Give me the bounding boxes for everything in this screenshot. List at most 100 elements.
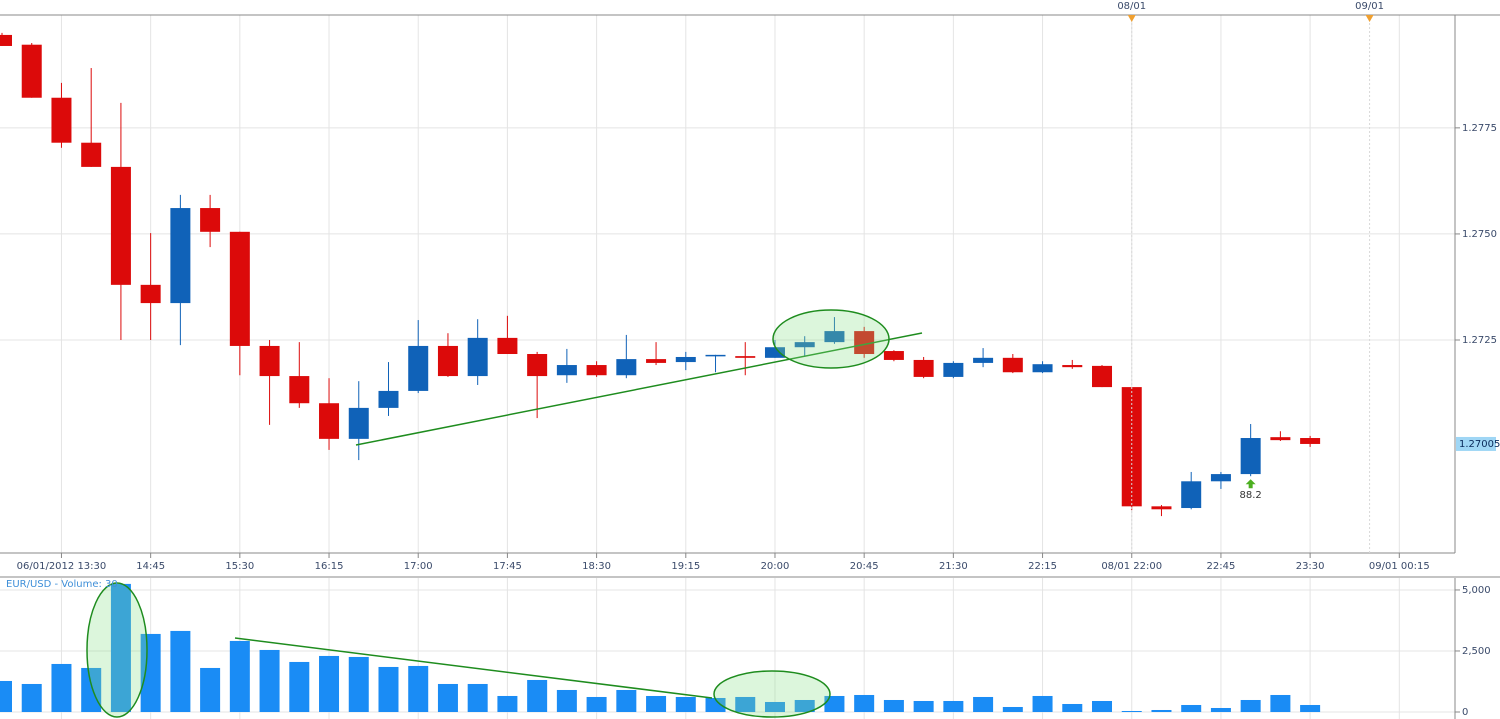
volume-bar (170, 630, 191, 712)
candle-body (824, 331, 845, 343)
y-tick-label: 1.2725 (1462, 335, 1497, 346)
candle-body (943, 362, 964, 377)
candle-body (794, 342, 815, 348)
candle-body (1181, 481, 1202, 509)
x-tick-label: 23:30 (1296, 561, 1325, 572)
volume-bar (854, 694, 875, 712)
volume-bar (973, 696, 994, 712)
annotation-label: 88.2 (1240, 490, 1262, 501)
volume-bar (764, 701, 785, 712)
x-tick-label: 17:00 (404, 561, 433, 572)
volume-bar (675, 696, 696, 712)
candle-body (140, 284, 161, 304)
x-tick-label: 16:15 (315, 561, 344, 572)
volume-bar (705, 697, 726, 712)
candle-body (81, 142, 102, 167)
candle-body (556, 365, 577, 376)
candle-body (586, 365, 607, 376)
volume-bar (1121, 710, 1142, 712)
trend-line (355, 332, 923, 446)
candle-body (51, 97, 72, 143)
candle-body (229, 231, 250, 346)
volume-bar (140, 633, 161, 712)
volume-bar (824, 695, 845, 712)
x-tick-label: 20:45 (850, 561, 879, 572)
candle-body (408, 345, 429, 391)
x-tick-label: 22:15 (1028, 561, 1057, 572)
volume-plot (0, 583, 1321, 712)
candle-body (289, 376, 310, 404)
x-tick-label: 19:15 (671, 561, 700, 572)
price-plot: 88.2 (0, 32, 1321, 517)
highlight-ellipse (86, 582, 148, 718)
y-tick-label: 1.2750 (1462, 229, 1497, 240)
volume-bar (1002, 706, 1023, 712)
volume-bar (1151, 709, 1172, 712)
candle-body (1092, 365, 1113, 388)
candle-body (1121, 387, 1142, 507)
x-tick-label: 08/01 22:00 (1101, 561, 1162, 572)
candle-body (973, 357, 994, 363)
session-marker (1127, 15, 1136, 22)
volume-bar (527, 679, 548, 712)
x-tick-label: 20:00 (761, 561, 790, 572)
volume-bar (378, 666, 399, 712)
trend-line (234, 637, 713, 699)
x-tick-label: 14:45 (136, 561, 165, 572)
last-price-label: 1.27005 (1459, 439, 1500, 450)
candle-body (110, 166, 131, 285)
volume-bar (0, 680, 12, 712)
volume-bar (497, 695, 518, 712)
y-tick-label: 0 (1462, 707, 1468, 718)
volume-bar (1181, 704, 1202, 712)
session-label: 08/01 (1117, 1, 1146, 12)
volume-bar (110, 583, 131, 712)
volume-bar (81, 667, 102, 712)
drawings (86, 309, 923, 718)
volume-bar (735, 696, 756, 712)
candle-body (913, 359, 934, 377)
volume-bar (319, 655, 340, 712)
highlight-ellipse (713, 670, 831, 718)
candle-body (259, 345, 280, 377)
candle-body (1270, 437, 1291, 441)
candle-body (616, 359, 637, 376)
x-tick-label: 21:30 (939, 561, 968, 572)
candle-body (764, 347, 785, 358)
candle-body (1032, 364, 1053, 373)
x-tick-label: 17:45 (493, 561, 522, 572)
volume-bar (646, 695, 667, 712)
volume-bar (616, 689, 637, 712)
volume-bar (794, 699, 815, 712)
candle-body (348, 407, 369, 439)
x-tick-label: 15:30 (225, 561, 254, 572)
volume-bar (289, 661, 310, 712)
candle-body (378, 390, 399, 408)
volume-bar (21, 683, 42, 712)
candle-body (1210, 474, 1231, 482)
candle-body (675, 356, 696, 363)
volume-bar (1092, 700, 1113, 712)
volume-bar (51, 663, 72, 712)
volume-bar (883, 699, 904, 712)
candle-body (1062, 365, 1083, 368)
volume-bar (1062, 703, 1083, 712)
volume-bar (1032, 695, 1053, 712)
candle-body (319, 403, 340, 439)
candle-body (1002, 357, 1023, 373)
volume-bar (1210, 707, 1231, 712)
highlight-ellipse (772, 309, 890, 369)
x-tick-label: 18:30 (582, 561, 611, 572)
candle-body (735, 356, 756, 358)
candle-body (21, 44, 42, 98)
volume-bar (348, 656, 369, 712)
volume-bar (467, 683, 488, 712)
candle-body (437, 345, 458, 377)
volume-bar (229, 640, 250, 712)
candle-body (170, 208, 191, 304)
y-tick-label: 5,000 (1462, 585, 1491, 596)
candle-body (527, 354, 548, 377)
